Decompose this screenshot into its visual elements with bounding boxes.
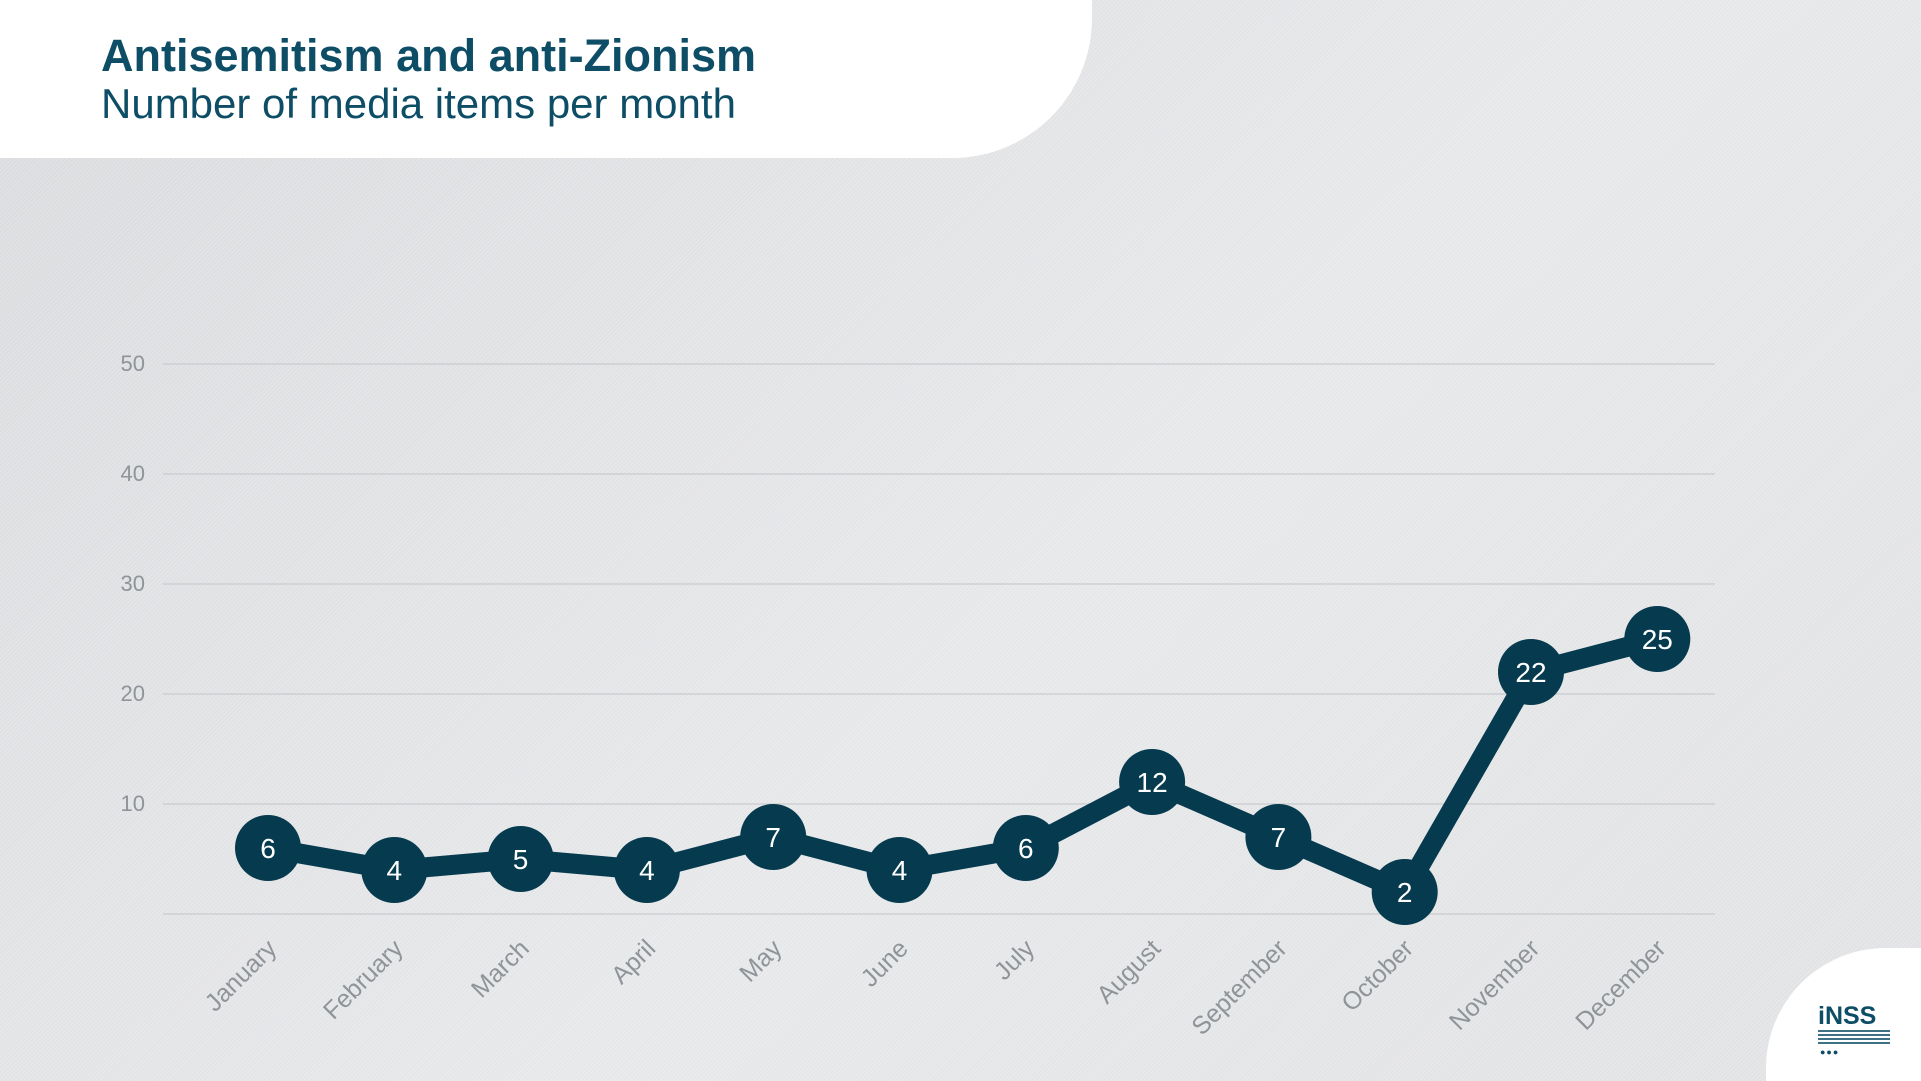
data-point-marker bbox=[1371, 859, 1438, 925]
data-point: 25 bbox=[1624, 606, 1691, 672]
data-point-marker bbox=[740, 804, 807, 870]
data-point-marker bbox=[1498, 639, 1564, 705]
data-point: 5 bbox=[487, 826, 554, 892]
y-axis-tick-labels: 10 20 30 40 50 bbox=[121, 351, 145, 816]
gridlines bbox=[163, 363, 1715, 915]
y-tick-label: 10 bbox=[121, 791, 145, 816]
y-tick-label: 20 bbox=[121, 681, 145, 706]
title-card bbox=[0, 0, 1092, 158]
x-axis-labels: January February March April May June July Augu… bbox=[200, 934, 1672, 1041]
data-point-marker bbox=[1624, 606, 1691, 672]
data-point-label: 4 bbox=[639, 855, 655, 886]
x-category-label: July bbox=[989, 934, 1041, 986]
data-point-marker bbox=[866, 837, 933, 903]
data-point-marker bbox=[992, 815, 1059, 881]
data-point-label: 4 bbox=[387, 855, 403, 886]
data-point: 7 bbox=[740, 804, 807, 870]
x-category-label: February bbox=[318, 934, 409, 1025]
data-point-marker bbox=[1245, 804, 1312, 870]
x-category-label: August bbox=[1091, 934, 1166, 1009]
logo-dots-icon: ●●● bbox=[1820, 1047, 1840, 1057]
x-category-label: December bbox=[1570, 934, 1671, 1035]
data-point: 4 bbox=[866, 837, 933, 903]
data-point: 4 bbox=[613, 837, 680, 903]
x-category-label: June bbox=[856, 934, 914, 992]
data-point: 22 bbox=[1498, 639, 1564, 705]
series-line bbox=[258, 629, 1668, 902]
data-point-label: 2 bbox=[1397, 877, 1413, 908]
data-point: 6 bbox=[992, 815, 1059, 881]
data-point-label: 25 bbox=[1642, 624, 1673, 655]
y-tick-label: 50 bbox=[121, 351, 145, 376]
chart-subtitle: Number of media items per month bbox=[101, 80, 736, 127]
x-category-label: April bbox=[606, 934, 661, 989]
x-category-label: September bbox=[1186, 934, 1292, 1040]
data-point-label: 4 bbox=[892, 855, 908, 886]
inss-logo-icon: iNSS bbox=[1818, 1002, 1877, 1030]
data-point: 4 bbox=[361, 837, 428, 903]
data-point: 6 bbox=[235, 815, 301, 881]
data-point-marker bbox=[361, 837, 428, 903]
data-point: 12 bbox=[1119, 749, 1186, 815]
data-point-label: 6 bbox=[1018, 833, 1034, 864]
x-category-label: March bbox=[466, 934, 535, 1003]
data-point-label: 12 bbox=[1137, 767, 1168, 798]
data-point-label: 7 bbox=[1271, 822, 1287, 853]
data-point-marker bbox=[613, 837, 680, 903]
data-point: 2 bbox=[1371, 859, 1438, 925]
data-point-marker bbox=[1119, 749, 1186, 815]
chart-title: Antisemitism and anti-Zionism bbox=[101, 30, 757, 81]
data-point-label: 22 bbox=[1515, 657, 1546, 688]
y-tick-label: 30 bbox=[121, 571, 145, 596]
data-point-label: 5 bbox=[513, 844, 529, 875]
x-category-label: January bbox=[200, 934, 283, 1017]
x-category-label: October bbox=[1336, 934, 1419, 1017]
logo-tagline-lines bbox=[1818, 1030, 1890, 1044]
data-point-marker bbox=[487, 826, 554, 892]
x-category-label: November bbox=[1444, 934, 1545, 1035]
data-point-label: 7 bbox=[765, 822, 781, 853]
data-point-label: 6 bbox=[260, 833, 276, 864]
y-tick-label: 40 bbox=[121, 461, 145, 486]
data-point: 7 bbox=[1245, 804, 1312, 870]
data-point-marker bbox=[235, 815, 301, 881]
x-category-label: May bbox=[734, 934, 788, 988]
